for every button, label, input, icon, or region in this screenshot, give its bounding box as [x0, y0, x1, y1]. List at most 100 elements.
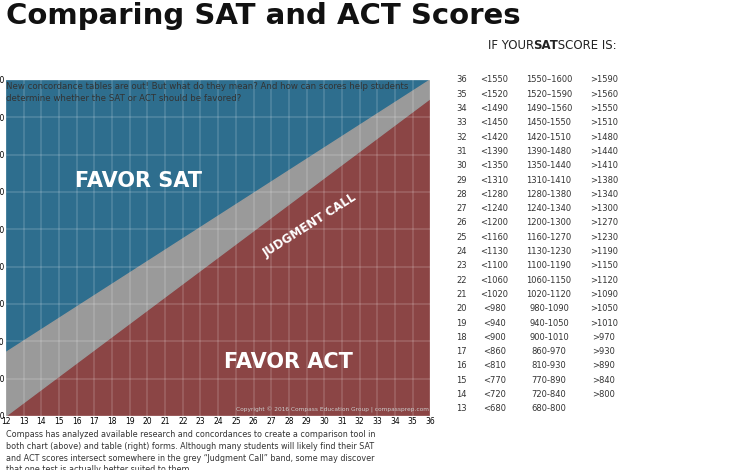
- Text: <1060: <1060: [480, 275, 508, 285]
- Text: 900-1010: 900-1010: [529, 333, 569, 342]
- Text: <1490: <1490: [480, 104, 508, 113]
- Text: <1020: <1020: [480, 290, 508, 299]
- Text: <680: <680: [483, 404, 505, 413]
- Text: 1550–1600: 1550–1600: [526, 76, 572, 85]
- Text: 23: 23: [456, 261, 467, 270]
- Text: >1590: >1590: [590, 76, 618, 85]
- Text: SCORE IS:: SCORE IS:: [554, 39, 617, 52]
- Text: 1310-1410: 1310-1410: [526, 176, 572, 185]
- Text: >1090: >1090: [590, 290, 618, 299]
- Text: <1310: <1310: [480, 176, 508, 185]
- Text: 36: 36: [456, 76, 467, 85]
- Text: 860-970: 860-970: [532, 347, 566, 356]
- Text: <980: <980: [483, 304, 505, 313]
- Text: 27: 27: [456, 204, 467, 213]
- Text: FAVOR SAT: FAVOR SAT: [75, 171, 202, 191]
- Text: 18: 18: [456, 333, 467, 342]
- Text: 1350-1440: 1350-1440: [526, 161, 572, 170]
- Text: <1100: <1100: [480, 261, 508, 270]
- Text: Compass has analyzed available research and concordances to create a comparison : Compass has analyzed available research …: [6, 430, 376, 470]
- Text: >1510: >1510: [590, 118, 618, 127]
- Text: <1240: <1240: [480, 204, 508, 213]
- Text: 940-1050: 940-1050: [529, 319, 569, 328]
- Text: >1380: >1380: [590, 176, 618, 185]
- Text: >1410: >1410: [590, 161, 618, 170]
- Text: >1560: >1560: [590, 90, 618, 99]
- Text: 20: 20: [457, 304, 466, 313]
- Text: <1450: <1450: [480, 118, 508, 127]
- Text: <860: <860: [483, 347, 505, 356]
- Text: 680-800: 680-800: [532, 404, 566, 413]
- Text: >1340: >1340: [590, 190, 618, 199]
- Text: 21: 21: [457, 290, 466, 299]
- Text: 33: 33: [456, 118, 467, 127]
- Text: 1280-1380: 1280-1380: [526, 190, 572, 199]
- Text: Comparing SAT and ACT Scores: Comparing SAT and ACT Scores: [6, 2, 520, 31]
- Text: 1130-1230: 1130-1230: [526, 247, 572, 256]
- Text: JUDGMENT CALL: JUDGMENT CALL: [261, 191, 359, 260]
- Text: >1270: >1270: [590, 219, 618, 227]
- Text: 1490–1560: 1490–1560: [526, 104, 572, 113]
- Text: <1420: <1420: [480, 133, 508, 141]
- Text: 1420-1510: 1420-1510: [526, 133, 572, 141]
- Text: 25: 25: [457, 233, 466, 242]
- Text: ACT: ACT: [450, 41, 473, 51]
- Text: >1480: >1480: [590, 133, 618, 141]
- Text: >1120: >1120: [590, 275, 618, 285]
- Text: New concordance tables are out! But what do they mean? And how can scores help s: New concordance tables are out! But what…: [6, 82, 409, 103]
- Text: >1050: >1050: [590, 304, 618, 313]
- Text: SAT: SAT: [533, 39, 558, 52]
- Text: >970: >970: [593, 333, 615, 342]
- Text: <1520: <1520: [480, 90, 508, 99]
- Text: Copyright © 2016 Compass Education Group | compassprep.com: Copyright © 2016 Compass Education Group…: [236, 407, 429, 413]
- Text: <1550: <1550: [480, 76, 508, 85]
- Text: >1230: >1230: [590, 233, 618, 242]
- Text: 26: 26: [456, 219, 467, 227]
- Polygon shape: [6, 99, 430, 416]
- Text: 31: 31: [456, 147, 467, 156]
- Text: 15: 15: [457, 376, 466, 385]
- Text: 17: 17: [456, 347, 467, 356]
- Text: <1200: <1200: [480, 219, 508, 227]
- Text: 32: 32: [456, 133, 467, 141]
- Text: 720-840: 720-840: [532, 390, 566, 399]
- Text: 22: 22: [457, 275, 466, 285]
- Text: <1130: <1130: [480, 247, 508, 256]
- Text: 35: 35: [456, 90, 467, 99]
- Text: 28: 28: [456, 190, 467, 199]
- Text: FAVOR SAT: FAVOR SAT: [625, 223, 631, 266]
- Text: FAVOR ACT: FAVOR ACT: [515, 223, 521, 266]
- Text: FAVOR ACT: FAVOR ACT: [225, 352, 353, 372]
- Text: >840: >840: [593, 376, 615, 385]
- Text: 980-1090: 980-1090: [529, 304, 569, 313]
- Text: 1390-1480: 1390-1480: [526, 147, 572, 156]
- Text: 1160-1270: 1160-1270: [526, 233, 572, 242]
- Text: IF YOUR: IF YOUR: [488, 39, 538, 52]
- Text: >1300: >1300: [590, 204, 618, 213]
- Text: 1200-1300: 1200-1300: [526, 219, 572, 227]
- Text: >1550: >1550: [590, 104, 618, 113]
- Text: <1280: <1280: [480, 190, 508, 199]
- Text: 34: 34: [456, 104, 467, 113]
- Text: <810: <810: [483, 361, 505, 370]
- Text: <1390: <1390: [480, 147, 508, 156]
- Text: 810-930: 810-930: [532, 361, 566, 370]
- Text: <770: <770: [483, 376, 505, 385]
- Polygon shape: [6, 80, 430, 416]
- Text: <720: <720: [483, 390, 505, 399]
- Text: <1350: <1350: [480, 161, 508, 170]
- Text: >930: >930: [593, 347, 615, 356]
- Polygon shape: [6, 80, 430, 352]
- Text: 1520–1590: 1520–1590: [526, 90, 572, 99]
- Text: 1240-1340: 1240-1340: [526, 204, 572, 213]
- Text: >1190: >1190: [590, 247, 618, 256]
- Text: 1450-1550: 1450-1550: [526, 118, 572, 127]
- Text: >800: >800: [593, 390, 615, 399]
- Text: <900: <900: [483, 333, 505, 342]
- Text: >1150: >1150: [590, 261, 618, 270]
- Text: >1010: >1010: [590, 319, 618, 328]
- Text: 30: 30: [456, 161, 467, 170]
- Text: 13: 13: [456, 404, 467, 413]
- Text: 24: 24: [457, 247, 466, 256]
- Text: <1160: <1160: [480, 233, 508, 242]
